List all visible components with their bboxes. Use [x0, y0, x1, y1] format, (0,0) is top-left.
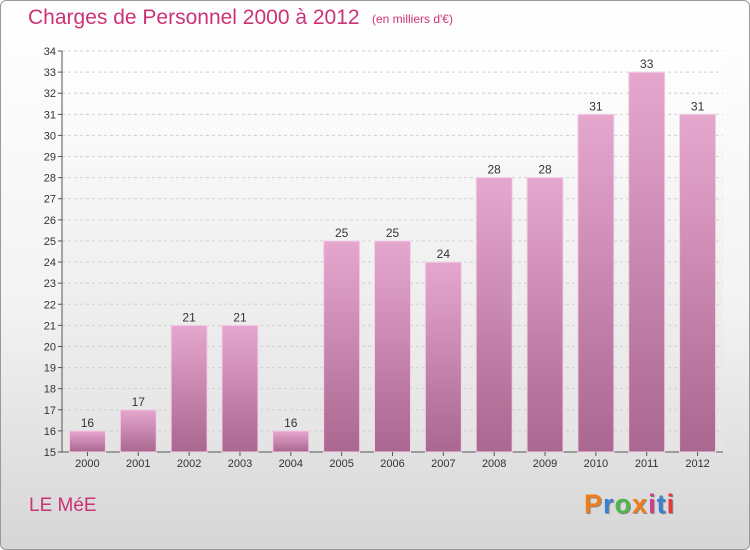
logo-letter: x [632, 489, 649, 519]
data-label: 31 [691, 99, 705, 113]
logo-letter: o [614, 489, 633, 519]
data-label: 21 [233, 310, 247, 324]
x-tick-label: 2005 [329, 458, 353, 470]
y-tick-label: 25 [44, 236, 56, 248]
y-tick-label: 15 [44, 447, 56, 459]
bar [628, 71, 666, 453]
bar [119, 409, 157, 453]
data-label: 17 [132, 395, 146, 409]
bar [68, 430, 106, 453]
city-name: LE MéE [29, 495, 97, 516]
bar [526, 177, 564, 453]
data-label: 16 [284, 416, 298, 430]
x-tick-label: 2012 [685, 458, 709, 470]
y-tick-label: 27 [44, 194, 56, 206]
y-tick-label: 20 [44, 341, 56, 353]
chart-subtitle: (en milliers d'€) [372, 12, 453, 26]
y-tick-label: 18 [44, 384, 56, 396]
x-tick-label: 2008 [482, 458, 506, 470]
bar [424, 261, 462, 453]
x-tick-label: 2010 [584, 458, 608, 470]
bar [374, 240, 411, 453]
logo-letter: i [666, 489, 676, 519]
data-label: 33 [640, 57, 654, 71]
data-label: 31 [589, 99, 603, 113]
y-tick-label: 22 [44, 299, 56, 311]
data-label: 21 [182, 310, 196, 324]
y-tick-label: 21 [44, 320, 56, 332]
y-tick-label: 32 [44, 88, 56, 100]
data-label: 25 [335, 226, 349, 240]
bar [221, 324, 259, 453]
y-tick-label: 17 [44, 405, 56, 417]
y-tick-label: 24 [44, 257, 56, 269]
logo-letter: t [656, 489, 667, 519]
bar [475, 177, 513, 453]
bar [272, 430, 310, 453]
x-tick-label: 2007 [431, 458, 455, 470]
logo-letter: r [603, 489, 615, 519]
y-tick-label: 26 [44, 215, 56, 227]
bar [323, 240, 361, 453]
data-label: 25 [386, 226, 400, 240]
data-label: 28 [488, 163, 502, 177]
data-label: 16 [81, 416, 95, 430]
x-tick-label: 2011 [635, 458, 659, 470]
y-tick-label: 28 [44, 173, 56, 185]
logo-letter: P [584, 489, 604, 519]
x-tick-label: 2003 [228, 458, 252, 470]
chart-title: Charges de Personnel 2000 à 2012 [28, 6, 360, 29]
y-tick-label: 19 [44, 363, 56, 375]
x-tick-label: 2004 [279, 458, 303, 470]
x-tick-label: 2006 [380, 458, 404, 470]
y-tick-label: 16 [44, 426, 56, 438]
y-tick-label: 23 [44, 278, 56, 290]
y-tick-label: 31 [44, 109, 56, 121]
data-label: 24 [437, 247, 451, 261]
x-tick-label: 2000 [75, 458, 99, 470]
bar [170, 324, 208, 453]
y-tick-label: 30 [44, 130, 56, 142]
x-tick-label: 2009 [533, 458, 557, 470]
bar [577, 113, 615, 453]
proxiti-logo: Proxiti [584, 489, 675, 520]
logo-letter: i [648, 489, 657, 519]
bar [679, 113, 717, 453]
y-tick-label: 34 [44, 46, 56, 58]
y-tick-label: 29 [44, 152, 56, 164]
x-tick-label: 2001 [126, 458, 150, 470]
data-label: 28 [538, 163, 552, 177]
y-tick-label: 33 [44, 67, 56, 79]
x-tick-label: 2002 [177, 458, 201, 470]
